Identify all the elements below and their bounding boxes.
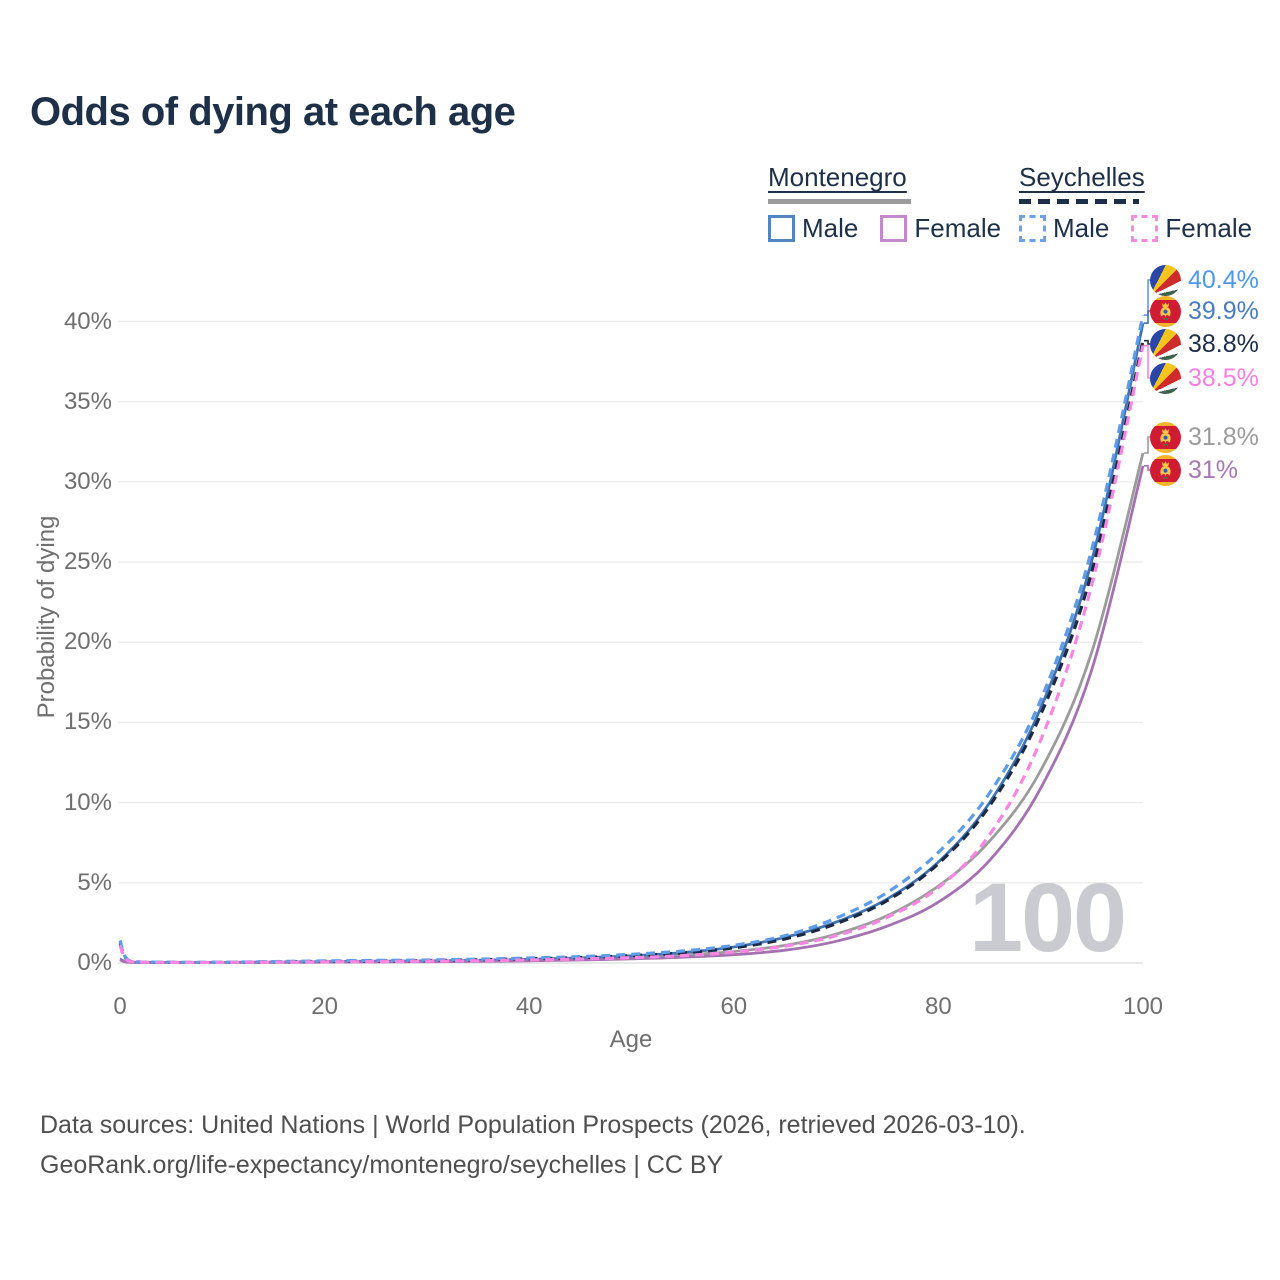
y-tick-label: 25% <box>63 548 112 576</box>
age-hover-watermark: 100 <box>969 863 1127 972</box>
value-label-montenegro-male: 39.9% <box>1150 295 1259 327</box>
seychelles-flag-icon <box>1150 362 1181 394</box>
legend-group-seychelles: Seychelles Male Female <box>1019 162 1252 244</box>
x-tick-label: 20 <box>311 993 338 1020</box>
legend-header-montenegro[interactable]: Montenegro <box>768 162 907 192</box>
montenegro-flag-icon <box>1150 421 1181 453</box>
seychelles-line-style-sample <box>1019 199 1139 204</box>
x-tick-label: 60 <box>720 993 748 1020</box>
y-tick-label: 0% <box>77 949 112 976</box>
legend-label: Female <box>914 213 1002 243</box>
value-label-seychelles-male: 40.4% <box>1150 264 1259 296</box>
legend-item-seychelles-male[interactable]: Male <box>1019 213 1109 244</box>
x-tick-label: 40 <box>515 993 543 1020</box>
montenegro-line-style-sample <box>768 199 911 204</box>
x-tick-label: 100 <box>1122 993 1164 1020</box>
seychelles-female-line[interactable] <box>118 345 1145 965</box>
legend-group-montenegro: Montenegro Male Female <box>768 162 1001 244</box>
legend-item-montenegro-male[interactable]: Male <box>768 213 858 244</box>
legend-label: Male <box>802 213 859 243</box>
x-tick-label: 80 <box>925 993 952 1020</box>
legend-header-seychelles[interactable]: Seychelles <box>1019 162 1145 192</box>
value-label-seychelles: 38.8% <box>1150 328 1259 360</box>
legend-item-montenegro-female[interactable]: Female <box>880 213 1001 244</box>
y-tick-label: 30% <box>63 467 112 495</box>
seychelles-flag-icon <box>1150 328 1181 360</box>
end-value-text: 38.8% <box>1188 329 1259 358</box>
y-axis-title: Probability of dying <box>33 515 60 719</box>
montenegro-flag-icon <box>1150 454 1181 486</box>
end-value-text: 31% <box>1188 455 1239 484</box>
y-tick-label: 40% <box>63 307 112 335</box>
footer: Data sources: United Nations | World Pop… <box>40 1105 1026 1185</box>
montenegro-male-swatch <box>768 215 795 242</box>
legend-label: Female <box>1165 213 1253 243</box>
end-value-text: 31.8% <box>1188 422 1259 451</box>
x-axis-title: Age <box>609 1026 653 1053</box>
end-value-text: 39.9% <box>1188 296 1259 325</box>
footer-attribution: GeoRank.org/life-expectancy/montenegro/s… <box>40 1151 724 1179</box>
seychelles-flag-icon <box>1150 264 1181 296</box>
montenegro-flag-icon <box>1150 295 1181 327</box>
legend-item-seychelles-female[interactable]: Female <box>1131 213 1252 244</box>
end-value-text: 38.5% <box>1188 363 1259 392</box>
page-title: Odds of dying at each age <box>30 90 516 134</box>
value-label-montenegro-female: 31% <box>1150 454 1238 486</box>
montenegro-female-swatch <box>880 215 908 242</box>
y-tick-label: 15% <box>63 708 112 736</box>
y-tick-label: 35% <box>63 387 112 415</box>
y-tick-label: 5% <box>77 868 112 896</box>
value-label-montenegro: 31.8% <box>1150 421 1259 453</box>
end-value-text: 40.4% <box>1188 265 1259 294</box>
seychelles-female-swatch <box>1131 215 1159 242</box>
legend-label: Male <box>1053 213 1110 243</box>
footer-datasource: Data sources: United Nations | World Pop… <box>40 1111 1026 1139</box>
seychelles-male-swatch <box>1019 215 1046 242</box>
y-tick-label: 20% <box>63 628 112 656</box>
x-tick-label: 0 <box>113 993 127 1020</box>
seychelles-male-line[interactable] <box>118 314 1145 964</box>
value-label-seychelles-female: 38.5% <box>1150 362 1259 394</box>
y-tick-label: 10% <box>63 788 112 816</box>
